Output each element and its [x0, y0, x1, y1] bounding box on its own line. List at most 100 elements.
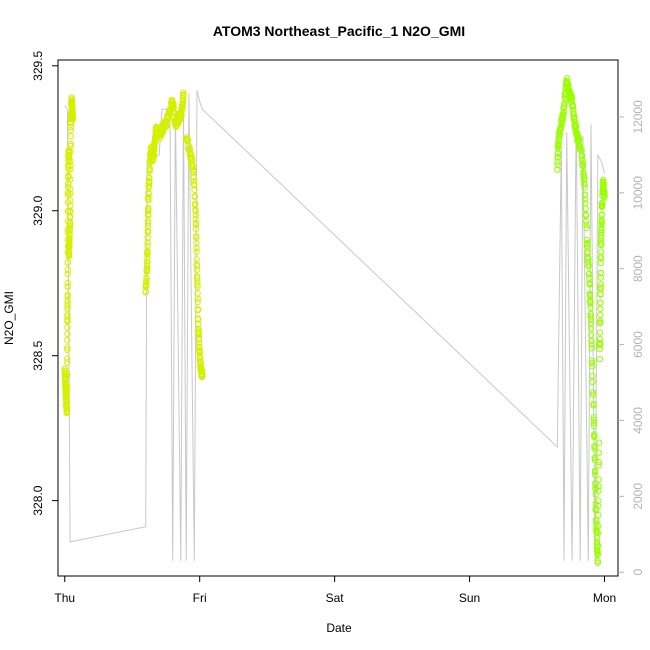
- data-point: [601, 189, 608, 197]
- data-point: [561, 102, 568, 109]
- data-point: [146, 177, 153, 185]
- data-point: [597, 255, 605, 262]
- data-point: [586, 281, 593, 288]
- data-point: [64, 300, 71, 307]
- data-point: [63, 382, 71, 390]
- data-point: [557, 123, 565, 131]
- y2-tick-label: 0: [631, 569, 645, 576]
- data-point: [67, 140, 74, 148]
- data-point: [69, 114, 77, 122]
- data-point: [583, 218, 590, 225]
- series-2-points: [554, 75, 608, 566]
- data-point: [554, 166, 561, 173]
- data-point: [596, 339, 604, 346]
- data-point: [554, 161, 561, 169]
- data-point: [150, 155, 157, 162]
- data-point: [189, 155, 196, 163]
- data-point: [582, 196, 589, 203]
- plot-layer: [61, 75, 608, 566]
- data-point: [145, 197, 152, 204]
- data-point: [597, 241, 605, 249]
- data-point: [591, 468, 599, 476]
- data-point: [601, 193, 608, 200]
- data-point: [64, 279, 71, 287]
- data-point: [144, 239, 151, 246]
- data-point: [568, 95, 576, 102]
- data-point: [192, 225, 200, 232]
- data-point: [584, 258, 592, 265]
- data-point: [69, 104, 76, 111]
- data-point: [597, 284, 604, 291]
- data-point: [598, 224, 605, 232]
- data-point: [66, 220, 74, 227]
- data-point: [594, 522, 602, 530]
- data-point: [64, 359, 71, 366]
- data-point: [66, 232, 73, 240]
- data-point: [589, 389, 597, 396]
- data-point: [590, 416, 597, 423]
- data-point: [67, 133, 74, 140]
- data-point: [598, 226, 605, 234]
- data-point: [587, 313, 594, 320]
- data-point: [598, 220, 605, 227]
- data-point: [595, 483, 602, 490]
- data-point: [194, 306, 202, 313]
- data-point: [597, 248, 605, 255]
- data-point: [63, 405, 71, 413]
- data-point: [64, 324, 71, 331]
- data-point: [187, 149, 195, 157]
- data-point: [67, 197, 74, 204]
- data-point: [192, 211, 200, 219]
- data-point: [143, 281, 150, 289]
- data-point: [580, 176, 588, 184]
- data-point: [63, 407, 71, 415]
- data-point: [67, 127, 75, 134]
- data-point: [190, 174, 197, 181]
- series-1-points: [61, 89, 206, 417]
- data-point: [64, 330, 71, 337]
- x-tick-label: Sun: [459, 591, 480, 605]
- data-point: [146, 168, 153, 175]
- data-point: [582, 205, 589, 212]
- data-point: [587, 320, 595, 327]
- data-point: [600, 181, 607, 188]
- data-point: [595, 511, 602, 519]
- data-point: [67, 142, 74, 150]
- x-tick-label: Mon: [593, 591, 616, 605]
- data-point: [579, 162, 587, 169]
- data-point: [193, 248, 200, 256]
- data-point: [67, 157, 74, 165]
- data-point: [587, 300, 594, 307]
- data-point: [192, 208, 199, 215]
- data-point: [64, 266, 72, 273]
- data-point: [195, 336, 203, 343]
- data-point: [191, 186, 198, 194]
- data-point: [591, 445, 598, 452]
- data-point: [594, 542, 602, 549]
- data-point: [64, 344, 71, 351]
- data-point: [555, 142, 562, 149]
- data-point: [554, 153, 562, 161]
- data-point: [185, 142, 193, 149]
- data-point: [583, 221, 590, 229]
- data-point: [194, 316, 202, 323]
- data-point: [555, 140, 562, 147]
- data-point: [593, 517, 600, 524]
- data-point: [595, 462, 602, 469]
- data-point: [578, 147, 585, 154]
- data-point: [143, 262, 151, 269]
- chart-title: ATOM3 Northeast_Pacific_1 N2O_GMI: [213, 23, 465, 39]
- data-point: [583, 236, 590, 244]
- data-point: [64, 291, 71, 299]
- data-point: [194, 274, 201, 282]
- data-point: [572, 120, 579, 128]
- data-point: [585, 270, 593, 277]
- data-point: [66, 243, 73, 251]
- data-point: [597, 311, 604, 319]
- data-point: [67, 190, 74, 197]
- data-point: [195, 330, 203, 337]
- data-point: [179, 99, 187, 106]
- data-point: [592, 471, 599, 479]
